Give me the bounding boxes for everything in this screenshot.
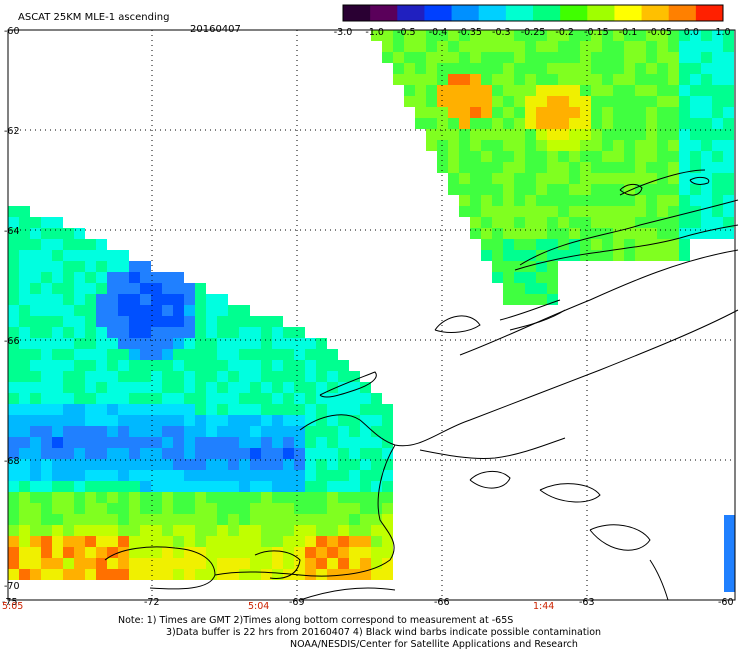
- lon-label: -66: [434, 597, 450, 608]
- colorbar-tick-label: 1.0: [715, 27, 730, 38]
- graticule: [10, 30, 735, 600]
- colorbar-tick-label: -0.15: [584, 27, 609, 38]
- colorbar-tick-label: -0.25: [521, 27, 546, 38]
- colorbar-swatch: [668, 5, 697, 21]
- colorbar-swatch: [397, 5, 425, 21]
- note-line-2: 3)Data buffer is 22 hrs from 20160407 4)…: [166, 627, 601, 638]
- colorbar-frame: [342, 4, 724, 22]
- colorbar-swatch: [587, 5, 615, 21]
- lat-label: -66: [4, 336, 20, 347]
- lat-label: -64: [4, 226, 20, 237]
- colorbar-swatch: [560, 5, 588, 21]
- note-line-1: Note: 1) Times are GMT 2)Times along bot…: [118, 615, 513, 626]
- colorbar-swatch: [343, 5, 371, 21]
- colorbar-swatch: [695, 5, 724, 21]
- colorbar-tick-label: 0.0: [684, 27, 699, 38]
- colorbar-swatch: [424, 5, 453, 21]
- time-labels: 5:05 5:04 1:44: [2, 601, 554, 612]
- lon-label: -75: [2, 597, 18, 608]
- colorbar-swatch: [451, 5, 480, 21]
- lon-label: -69: [289, 597, 305, 608]
- map-title: ASCAT 25KM MLE-1 ascending: [18, 12, 169, 23]
- colorbar-swatch: [370, 5, 398, 21]
- note-line-3: NOAA/NESDIS/Center for Satellite Applica…: [290, 639, 578, 650]
- colorbar-tick-label: -0.3: [492, 27, 511, 38]
- colorbar-swatch: [478, 5, 507, 21]
- colorbar-tick-label: -0.5: [397, 27, 416, 38]
- colorbar-tick-label: -0.4: [429, 27, 448, 38]
- colorbar-swatch: [641, 5, 670, 21]
- colorbar-swatch: [614, 5, 643, 21]
- colorbar-tick-label: -1.0: [365, 27, 384, 38]
- lon-label: -72: [144, 597, 160, 608]
- lat-label: -68: [4, 456, 20, 467]
- coastline: [104, 169, 739, 601]
- lat-label: -62: [4, 126, 20, 137]
- colorbar-swatch: [533, 5, 561, 21]
- lon-label: -63: [579, 597, 595, 608]
- time-label: 5:05: [2, 601, 23, 612]
- colorbar-tick-label: -0.35: [457, 27, 482, 38]
- lat-labels: -60 -62 -64 -66 -68 -70: [4, 26, 20, 592]
- data-swath: [8, 30, 735, 592]
- lon-labels: -75 -72 -69 -66 -63 -60: [2, 597, 734, 608]
- plot-frame: [7, 29, 736, 601]
- lon-label: -60: [718, 597, 734, 608]
- map-date: 20160407: [190, 24, 241, 35]
- colorbar-tick-label: -3.0: [334, 27, 353, 38]
- time-label: 1:44: [533, 601, 554, 612]
- color-bar: -3.0 -1.0 -0.5 -0.4 -0.35 -0.3 -0.25 -0.2 -0.15-…: [334, 4, 731, 38]
- colorbar-swatch: [505, 5, 534, 21]
- colorbar-tick-label: -0.2: [555, 27, 574, 38]
- time-label: 5:04: [248, 601, 269, 612]
- lat-label: -70: [4, 581, 20, 592]
- colorbar-tick-label: -0.05: [647, 27, 672, 38]
- lat-label: -60: [4, 26, 20, 37]
- colorbar-tick-label: -0.1: [619, 27, 638, 38]
